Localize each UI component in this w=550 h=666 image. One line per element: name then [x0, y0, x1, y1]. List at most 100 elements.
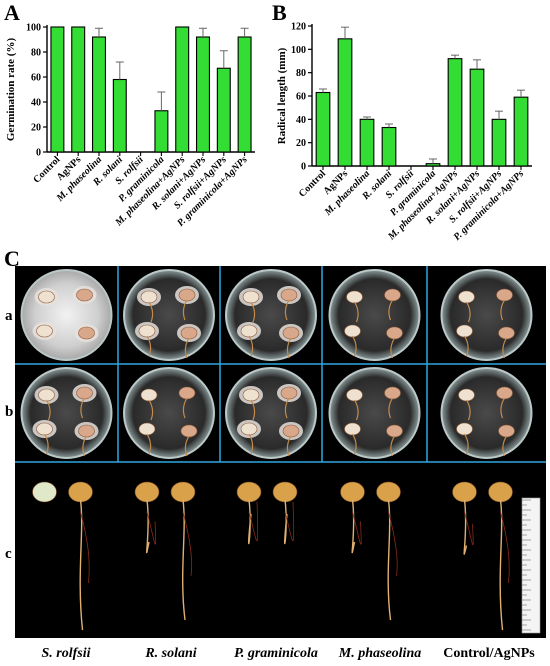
seed	[138, 422, 156, 436]
radicle	[248, 433, 254, 455]
bar	[359, 118, 375, 167]
radicle	[502, 337, 508, 359]
seedling-root	[351, 499, 356, 554]
seedling-seed	[170, 481, 196, 503]
radicle	[182, 299, 188, 321]
y-tick-label: 20	[31, 123, 41, 134]
seed	[78, 424, 95, 438]
seedling-root	[500, 511, 510, 584]
y-tick-label: 0	[301, 162, 306, 173]
bar	[513, 96, 529, 167]
row-label: c	[5, 546, 12, 562]
panel-label-b: B	[272, 0, 287, 25]
seed	[78, 326, 95, 340]
radicle	[148, 399, 154, 421]
seedling-root	[387, 499, 392, 621]
radicle	[351, 335, 357, 357]
radicle	[500, 397, 506, 419]
petri-dish	[225, 367, 317, 459]
seed	[38, 388, 55, 402]
seed	[242, 388, 260, 402]
seedling-root	[352, 511, 362, 545]
y-tick-label: 120	[291, 22, 306, 33]
petri-dish	[20, 269, 113, 361]
seedling-seed	[134, 481, 160, 503]
column-label: Control/AgNPs	[443, 646, 535, 661]
seed	[282, 424, 300, 438]
seed	[498, 326, 515, 340]
radicle	[250, 399, 256, 421]
seed	[178, 386, 196, 400]
seedling-seed	[32, 481, 57, 503]
bar	[71, 26, 86, 153]
bar	[425, 163, 441, 167]
column-label: S. rolfsii	[41, 646, 90, 661]
column-label: R. solani	[144, 646, 196, 661]
radicle	[351, 433, 357, 455]
species-labels: S. rolfsii R. solani P. graminicola M. phas…	[41, 646, 535, 661]
seed	[140, 290, 158, 304]
seed	[242, 290, 260, 304]
radicle	[390, 435, 396, 457]
radicle	[148, 301, 154, 323]
row-label: b	[5, 404, 13, 420]
radicle	[286, 435, 292, 457]
petri-dish	[123, 269, 215, 361]
seedling-root	[80, 511, 90, 584]
seedling-root	[463, 499, 468, 555]
seed	[240, 422, 258, 436]
bar	[216, 67, 231, 153]
radicle	[353, 301, 359, 323]
seed	[458, 388, 475, 402]
petri-dish	[440, 367, 533, 459]
y-axis-title: Radical length (mm)	[276, 47, 288, 144]
seedling-seed	[452, 481, 477, 503]
column-label: M. phaseolina	[338, 646, 421, 661]
seedling-root	[146, 511, 157, 545]
radicle	[465, 301, 471, 323]
seedling-root	[464, 511, 474, 546]
radicle	[388, 299, 394, 321]
seed	[138, 324, 156, 338]
petri-dish	[123, 367, 215, 459]
radicle	[184, 435, 190, 457]
y-tick-label: 0	[36, 148, 41, 159]
photo-grid: a b c	[5, 266, 546, 638]
chart-b: 0 20 40 60 80 100 120 Radical length (mm) Contro…	[276, 22, 532, 243]
radicle	[43, 433, 49, 455]
seed	[456, 422, 473, 436]
seedling-root	[284, 501, 295, 542]
seed	[346, 388, 363, 402]
petri-dish	[328, 367, 421, 459]
radicle	[146, 433, 152, 455]
y-tick-label: 20	[296, 138, 306, 149]
bar	[315, 91, 331, 167]
radicle	[465, 399, 471, 421]
bar	[112, 78, 127, 153]
panel-label-c: C	[4, 246, 20, 271]
ruler	[521, 497, 541, 634]
y-tick-label: 80	[31, 48, 41, 59]
radicle	[80, 397, 86, 419]
seed	[384, 386, 401, 400]
seed	[384, 288, 401, 302]
bar	[50, 26, 65, 153]
column-label: P. graminicola	[234, 646, 318, 661]
radicle	[146, 335, 152, 357]
seedling-root	[248, 501, 259, 542]
y-tick-label: 100	[26, 23, 41, 34]
radicle	[284, 397, 290, 419]
seed	[498, 424, 515, 438]
petri-dish	[328, 269, 421, 361]
radicle	[184, 337, 190, 359]
radicle	[390, 337, 396, 359]
seed	[240, 324, 258, 338]
seedling-root	[182, 499, 186, 621]
panel-label-a: A	[4, 0, 20, 25]
bar	[447, 58, 463, 167]
petri-dish	[440, 269, 533, 361]
seedling-seed	[236, 481, 262, 503]
seedling-seed	[376, 481, 401, 503]
